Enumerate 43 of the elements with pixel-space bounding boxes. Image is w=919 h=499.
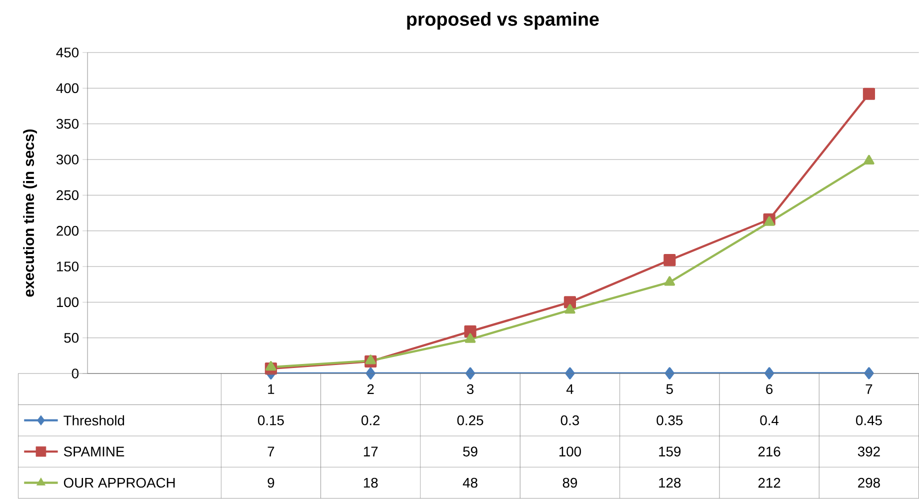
x-tick-label: 1 bbox=[268, 384, 274, 394]
data-label: 18 bbox=[364, 478, 378, 488]
y-tick-label: 300 bbox=[56, 154, 79, 165]
data-label: 17 bbox=[364, 447, 378, 457]
data-label: 48 bbox=[462, 478, 478, 488]
data-label: 216 bbox=[758, 446, 780, 457]
data-label: 0.4 bbox=[760, 416, 779, 426]
x-tick-label: 2 bbox=[367, 384, 374, 394]
data-label: 7 bbox=[268, 447, 274, 457]
data-label: 0.35 bbox=[656, 416, 683, 426]
data-label: 0.25 bbox=[457, 416, 484, 426]
data-label: 212 bbox=[758, 478, 780, 488]
y-tick-label: 50 bbox=[64, 333, 79, 343]
data-label: 0.15 bbox=[258, 416, 284, 426]
data-label: 298 bbox=[858, 478, 880, 488]
x-tick-label: 5 bbox=[666, 384, 673, 394]
legend-label: OUR APPROACH bbox=[64, 478, 175, 488]
chart-title: proposed vs spamine bbox=[407, 12, 599, 30]
data-label: 0.45 bbox=[856, 416, 882, 426]
data-label: 100 bbox=[559, 446, 581, 457]
data-label: 392 bbox=[858, 446, 880, 457]
x-tick-label: 3 bbox=[466, 384, 474, 394]
data-label: 9 bbox=[268, 478, 274, 488]
data-label: 0.3 bbox=[560, 416, 579, 426]
y-tick-label: 0 bbox=[72, 368, 79, 379]
y-tick-label: 250 bbox=[56, 190, 79, 200]
y-tick-label: 400 bbox=[56, 83, 79, 94]
y-tick-label: 200 bbox=[56, 226, 79, 236]
legend-label: Threshold bbox=[64, 415, 124, 426]
y-tick-label: 150 bbox=[56, 262, 79, 272]
x-tick-label: 7 bbox=[866, 384, 872, 394]
y-tick-label: 450 bbox=[56, 48, 79, 58]
legend-label: SPAMINE bbox=[64, 446, 124, 457]
y-tick-label: 350 bbox=[56, 119, 79, 129]
data-label: 159 bbox=[659, 446, 681, 457]
x-tick-label: 6 bbox=[766, 384, 773, 394]
data-label: 128 bbox=[659, 478, 681, 488]
y-axis-title: execution time (in secs) bbox=[23, 130, 37, 297]
data-label: 89 bbox=[562, 478, 577, 488]
data-label: 0.2 bbox=[362, 416, 380, 426]
y-tick-label: 100 bbox=[56, 297, 79, 308]
data-label: 59 bbox=[463, 446, 478, 457]
x-tick-label: 4 bbox=[566, 384, 574, 394]
